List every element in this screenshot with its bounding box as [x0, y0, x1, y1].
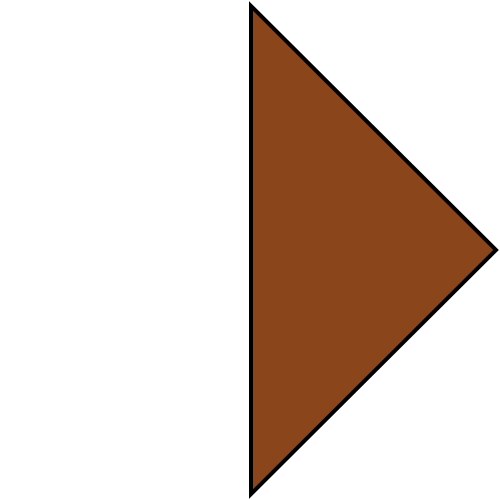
right-pointing-triangle — [249, 1, 499, 499]
